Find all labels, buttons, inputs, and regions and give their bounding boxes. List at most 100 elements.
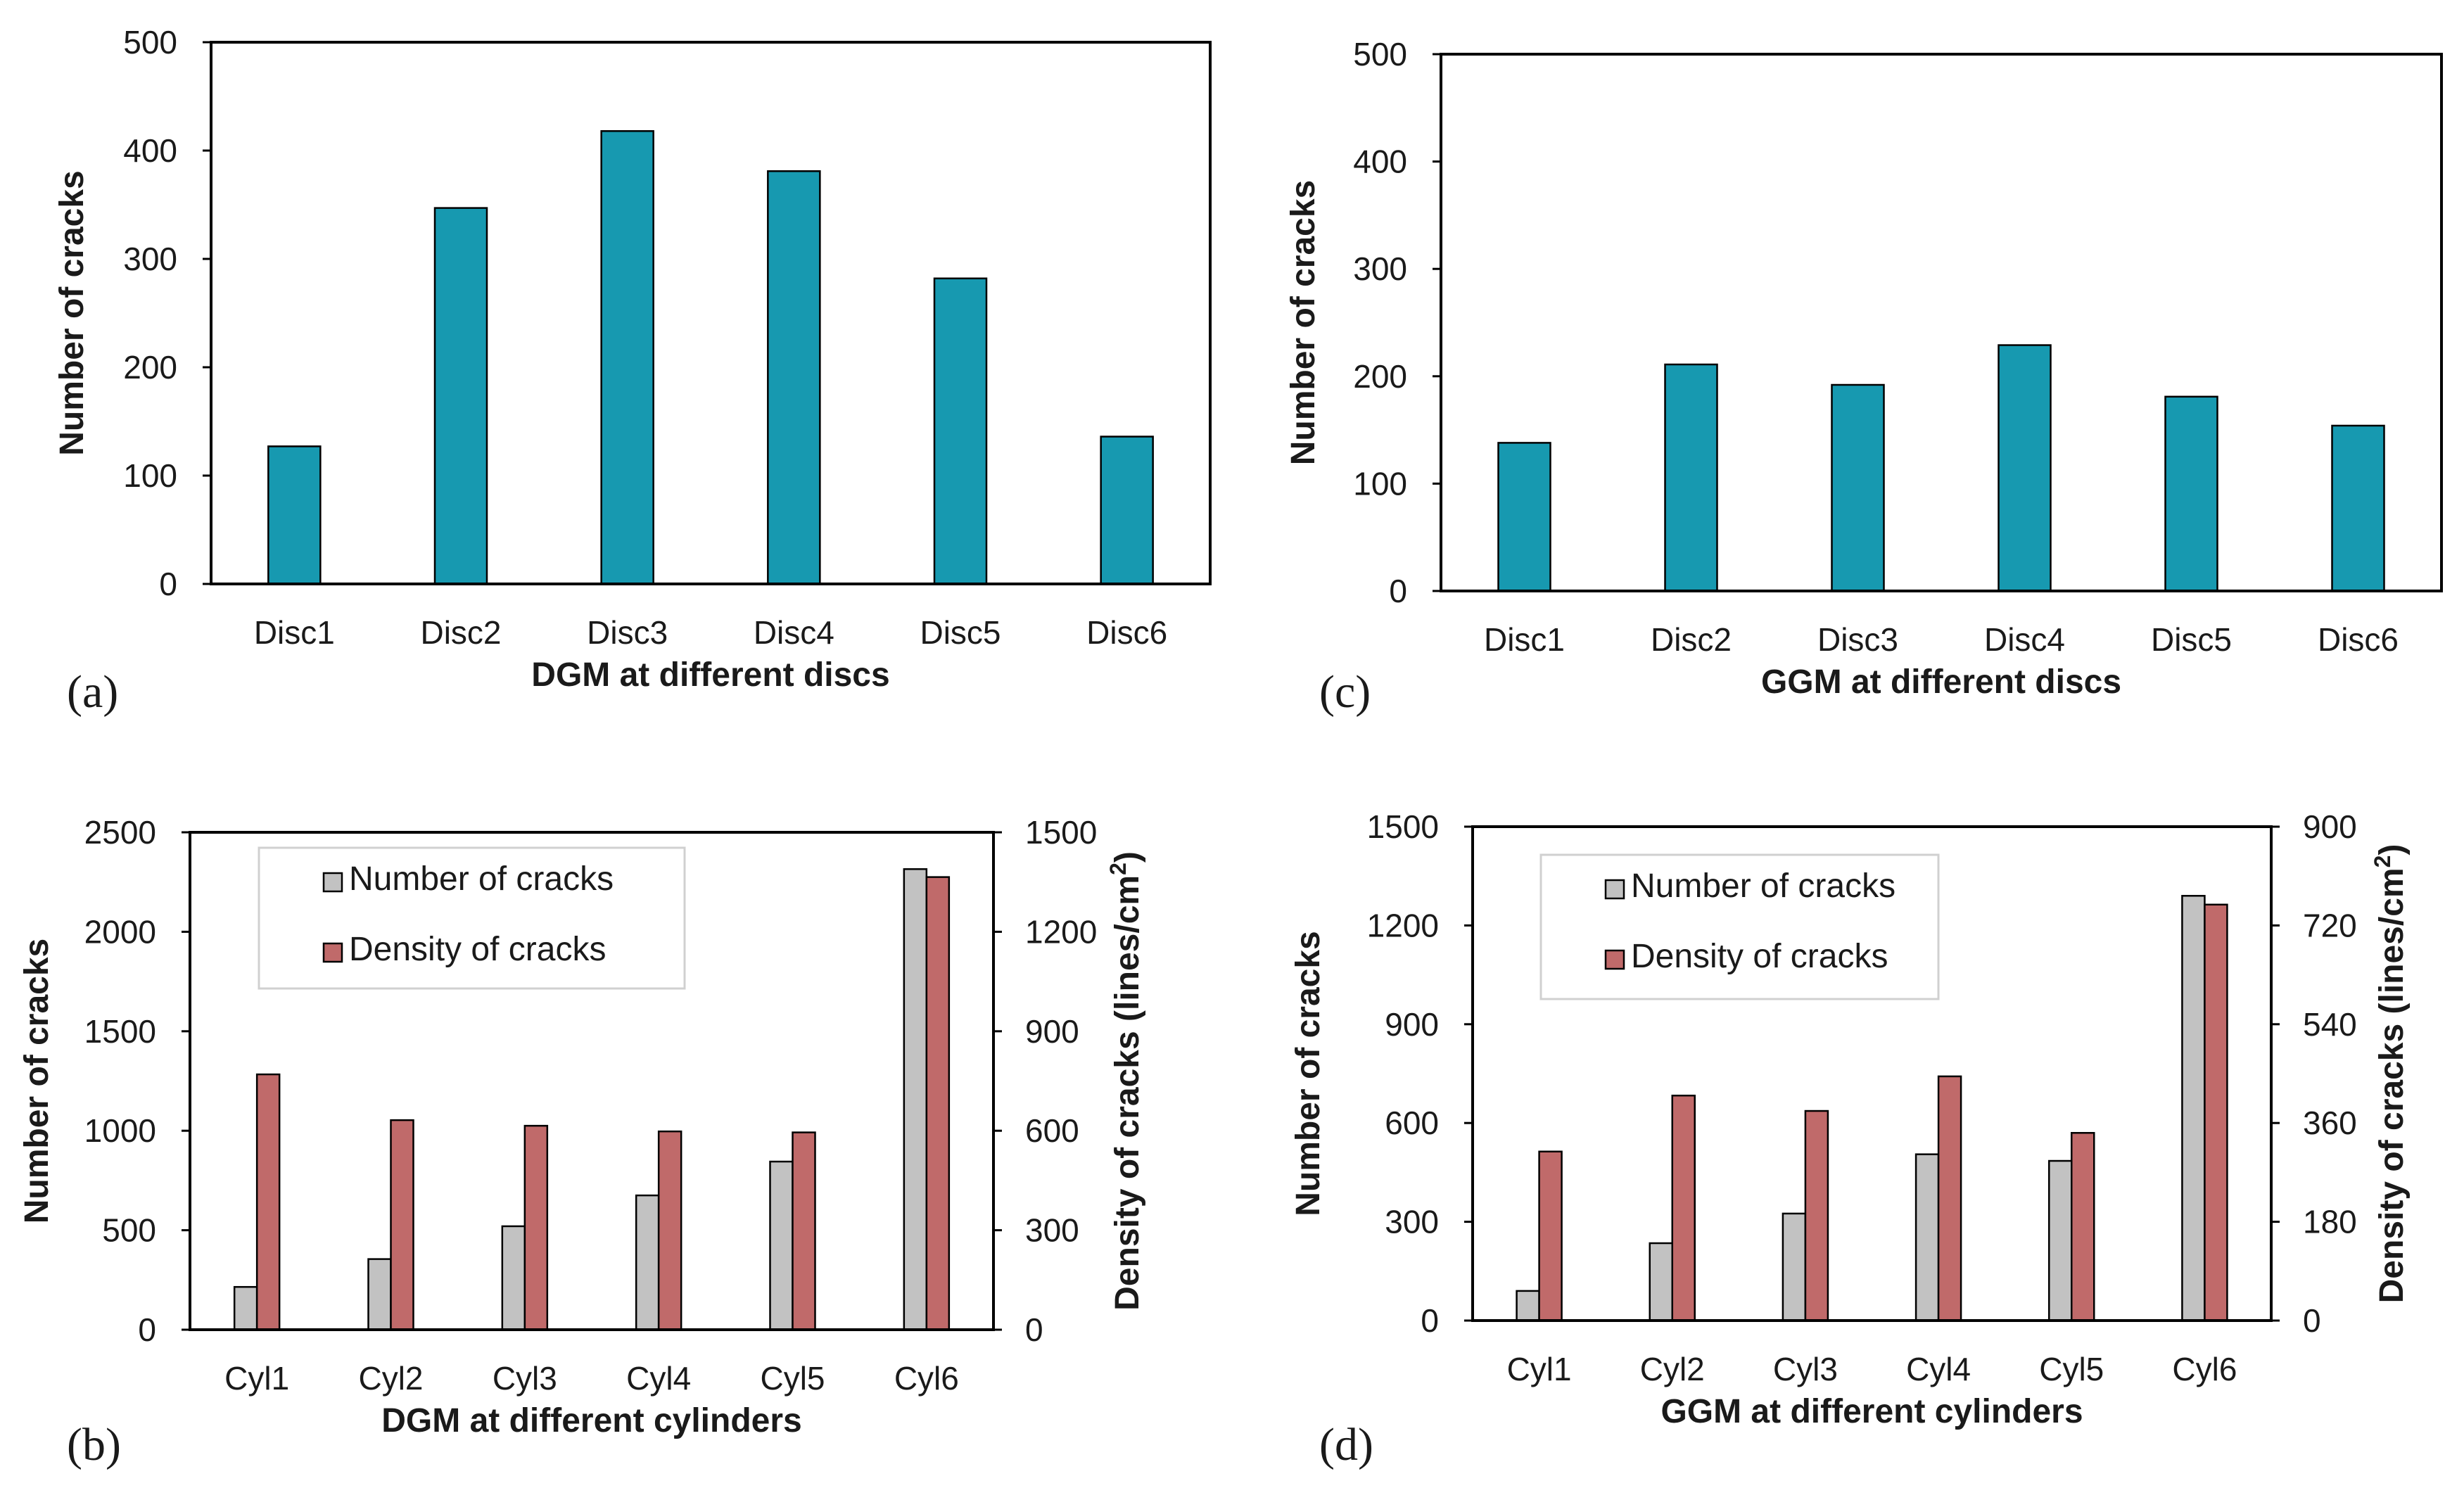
x-tick-label: Cyl4	[626, 1360, 691, 1397]
x-tick-label: Disc6	[1086, 614, 1167, 651]
x-tick-label: Cyl2	[1640, 1351, 1705, 1387]
chart-panel-a: 0 100 200 300 400 500 Disc1 Disc2 Disc3 Disc4 Disc…	[53, 24, 1212, 718]
y-tick-label: 0	[1389, 573, 1407, 609]
legend-box	[258, 846, 686, 990]
panel-label: (d)	[1319, 1419, 1373, 1470]
chart-panel-c: 0 100 200 300 400 500 Disc1 Disc2 Disc3 Disc4 Disc…	[1285, 36, 2443, 718]
x-tick-label: Cyl6	[894, 1360, 959, 1397]
y-tick-label: 500	[123, 24, 177, 61]
panel-label: (a)	[67, 666, 118, 718]
y2-tick-label: 900	[2303, 808, 2357, 845]
y-tick-label: 0	[1421, 1302, 1439, 1339]
y-tick-label: 100	[123, 457, 177, 494]
bar-d-red-cyl3	[1804, 1109, 1829, 1322]
y2-tick-label: 540	[2303, 1006, 2357, 1043]
panel-label: (c)	[1319, 666, 1371, 718]
legend-label: Density of cracks	[1631, 938, 1888, 975]
y-tick-label: 300	[1353, 250, 1407, 287]
legend-label: Number of cracks	[349, 860, 614, 898]
plot-frame	[210, 41, 1212, 585]
y-tick-label: 2500	[84, 814, 156, 851]
y-tick-label: 300	[1385, 1204, 1439, 1240]
y-axis-title: Number of cracks	[1290, 931, 1327, 1216]
bar-c-teal-disc4	[1998, 344, 2052, 592]
x-tick-label: Cyl4	[1906, 1351, 1971, 1387]
bar-c-teal-disc6	[2331, 424, 2385, 592]
y2-tick-label: 300	[1025, 1212, 1079, 1249]
bar-b-gray-cyl4	[635, 1194, 660, 1331]
y-tick-label: 200	[123, 349, 177, 386]
y-tick-label: 100	[1353, 465, 1407, 502]
bar-d-gray-cyl2	[1649, 1242, 1673, 1322]
bar-d-gray-cyl6	[2181, 895, 2206, 1322]
bar-b-red-cyl5	[792, 1131, 816, 1331]
x-tick-label: Cyl2	[358, 1360, 423, 1397]
x-tick-label: Disc5	[920, 614, 1001, 651]
bar-a-teal-disc6	[1100, 435, 1154, 585]
y2-axis-title-sup: 2	[2370, 856, 2395, 868]
x-tick-label: Cyl5	[2039, 1351, 2104, 1387]
plot-frame	[1471, 825, 2273, 1322]
y-tick-label: 0	[138, 1311, 156, 1348]
bar-d-red-cyl2	[1671, 1094, 1696, 1322]
y-axis-title: Number of cracks	[53, 170, 91, 456]
x-tick-label: Cyl3	[1773, 1351, 1838, 1387]
panel-label: (b)	[67, 1419, 121, 1470]
legend-swatch-gray	[1604, 879, 1625, 900]
legend-swatch-red	[322, 942, 343, 963]
y-tick-label: 300	[123, 241, 177, 277]
bar-d-red-cyl4	[1937, 1075, 1962, 1322]
y-tick-label: 400	[123, 132, 177, 169]
bar-d-gray-cyl1	[1516, 1290, 1540, 1322]
bar-d-gray-cyl4	[1914, 1153, 1940, 1322]
x-axis-title: GGM at different discs	[1761, 663, 2121, 701]
x-tick-label: Disc3	[587, 614, 668, 651]
y2-tick-label: 0	[1025, 1311, 1043, 1348]
y2-tick-label: 600	[1025, 1112, 1079, 1149]
y2-tick-label: 1500	[1025, 814, 1097, 851]
bar-c-teal-disc3	[1831, 383, 1885, 592]
bar-b-red-cyl1	[255, 1073, 281, 1331]
bar-b-gray-cyl1	[233, 1285, 258, 1331]
bar-b-gray-cyl3	[501, 1225, 526, 1331]
bar-a-teal-disc3	[600, 130, 654, 585]
y2-tick-label: 720	[2303, 907, 2357, 943]
y2-axis-title: Density of cracks (lines/cm2)	[1105, 851, 1146, 1311]
y2-tick-label: 900	[1025, 1013, 1079, 1050]
bar-c-teal-disc1	[1497, 442, 1551, 592]
legend-label: Density of cracks	[349, 931, 606, 968]
bar-b-gray-cyl5	[769, 1160, 794, 1331]
x-axis-title: DGM at different discs	[531, 656, 889, 694]
y-tick-label: 1000	[84, 1112, 156, 1149]
bar-a-teal-disc4	[767, 170, 821, 585]
y2-tick-label: 1200	[1025, 913, 1097, 950]
x-axis-title: GGM at different cylinders	[1660, 1393, 2083, 1430]
y-tick-label: 1500	[1367, 808, 1439, 845]
bar-a-teal-disc1	[267, 445, 322, 585]
x-tick-label: Disc4	[1984, 621, 2065, 658]
y-axis-title: Number of cracks	[18, 939, 56, 1224]
legend-swatch-red	[1604, 949, 1625, 970]
bar-b-gray-cyl2	[367, 1258, 392, 1331]
x-tick-label: Disc6	[2318, 621, 2399, 658]
y2-tick-label: 180	[2303, 1204, 2357, 1240]
x-tick-label: Disc2	[420, 614, 501, 651]
chart-panel-b: 0 500 1000 1500 2000 2500 0 300 600 900 1200 1500 Cy…	[18, 814, 1146, 1470]
bar-c-teal-disc5	[2164, 395, 2218, 592]
bar-c-teal-disc2	[1664, 363, 1718, 592]
bar-d-red-cyl6	[2204, 903, 2228, 1322]
y2-axis-title-end: )	[1109, 851, 1146, 863]
y-tick-label: 1500	[84, 1013, 156, 1050]
y-tick-label: 900	[1385, 1006, 1439, 1043]
legend-label: Number of cracks	[1631, 867, 1895, 905]
x-tick-label: Disc1	[1484, 621, 1565, 658]
y2-axis-title-sup: 2	[1105, 863, 1131, 875]
bar-b-red-cyl3	[523, 1124, 549, 1331]
x-axis-title: DGM at different cylinders	[381, 1402, 801, 1439]
x-tick-label: Cyl1	[1507, 1351, 1572, 1387]
plot-frame	[1440, 53, 2443, 592]
y-axis-title: Number of cracks	[1285, 180, 1322, 466]
x-tick-label: Cyl6	[2172, 1351, 2237, 1387]
y2-axis-title-main: Density of cracks (lines/cm	[1109, 875, 1146, 1311]
y-tick-label: 2000	[84, 913, 156, 950]
